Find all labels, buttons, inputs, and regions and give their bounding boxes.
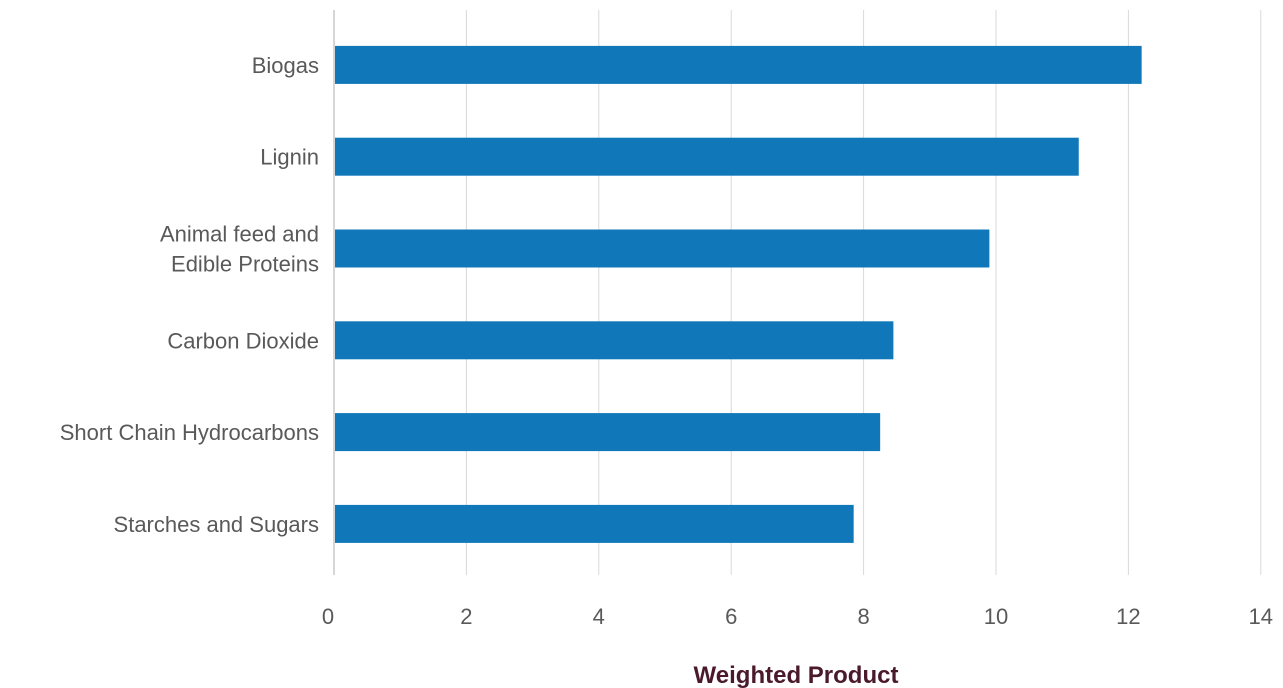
x-tick-label: 10 bbox=[984, 604, 1008, 629]
x-tick-label: 12 bbox=[1116, 604, 1140, 629]
x-tick-label: 2 bbox=[460, 604, 472, 629]
x-tick-label: 0 bbox=[322, 604, 334, 629]
bar-carbon-dioxide bbox=[335, 321, 894, 360]
category-label: Carbon Dioxide bbox=[167, 328, 319, 353]
bar-starches-and-sugars bbox=[335, 504, 854, 543]
category-label: Starches and Sugars bbox=[114, 512, 319, 537]
category-label: Biogas bbox=[252, 53, 319, 78]
bars bbox=[335, 45, 1142, 543]
x-axis-title: Weighted Product bbox=[694, 662, 899, 688]
bar-animal-feed-and-edible-proteins bbox=[335, 229, 990, 268]
bar-lignin bbox=[335, 137, 1079, 176]
bar-short-chain-hydrocarbons bbox=[335, 413, 881, 452]
x-tick-label: 4 bbox=[593, 604, 605, 629]
category-label: Lignin bbox=[260, 145, 319, 170]
x-tick-label: 14 bbox=[1249, 604, 1273, 629]
x-tick-label: 8 bbox=[857, 604, 869, 629]
bar-biogas bbox=[335, 45, 1142, 84]
x-tick-labels: 0 2 4 6 8 10 12 14 bbox=[322, 604, 1273, 629]
grid-lines bbox=[333, 10, 1262, 575]
category-label: Animal feed and Edible Proteins bbox=[160, 222, 319, 277]
x-tick-label: 6 bbox=[725, 604, 737, 629]
category-label: Short Chain Hydrocarbons bbox=[60, 420, 319, 445]
category-labels: Biogas Lignin Animal feed and Edible Protei… bbox=[60, 53, 319, 537]
